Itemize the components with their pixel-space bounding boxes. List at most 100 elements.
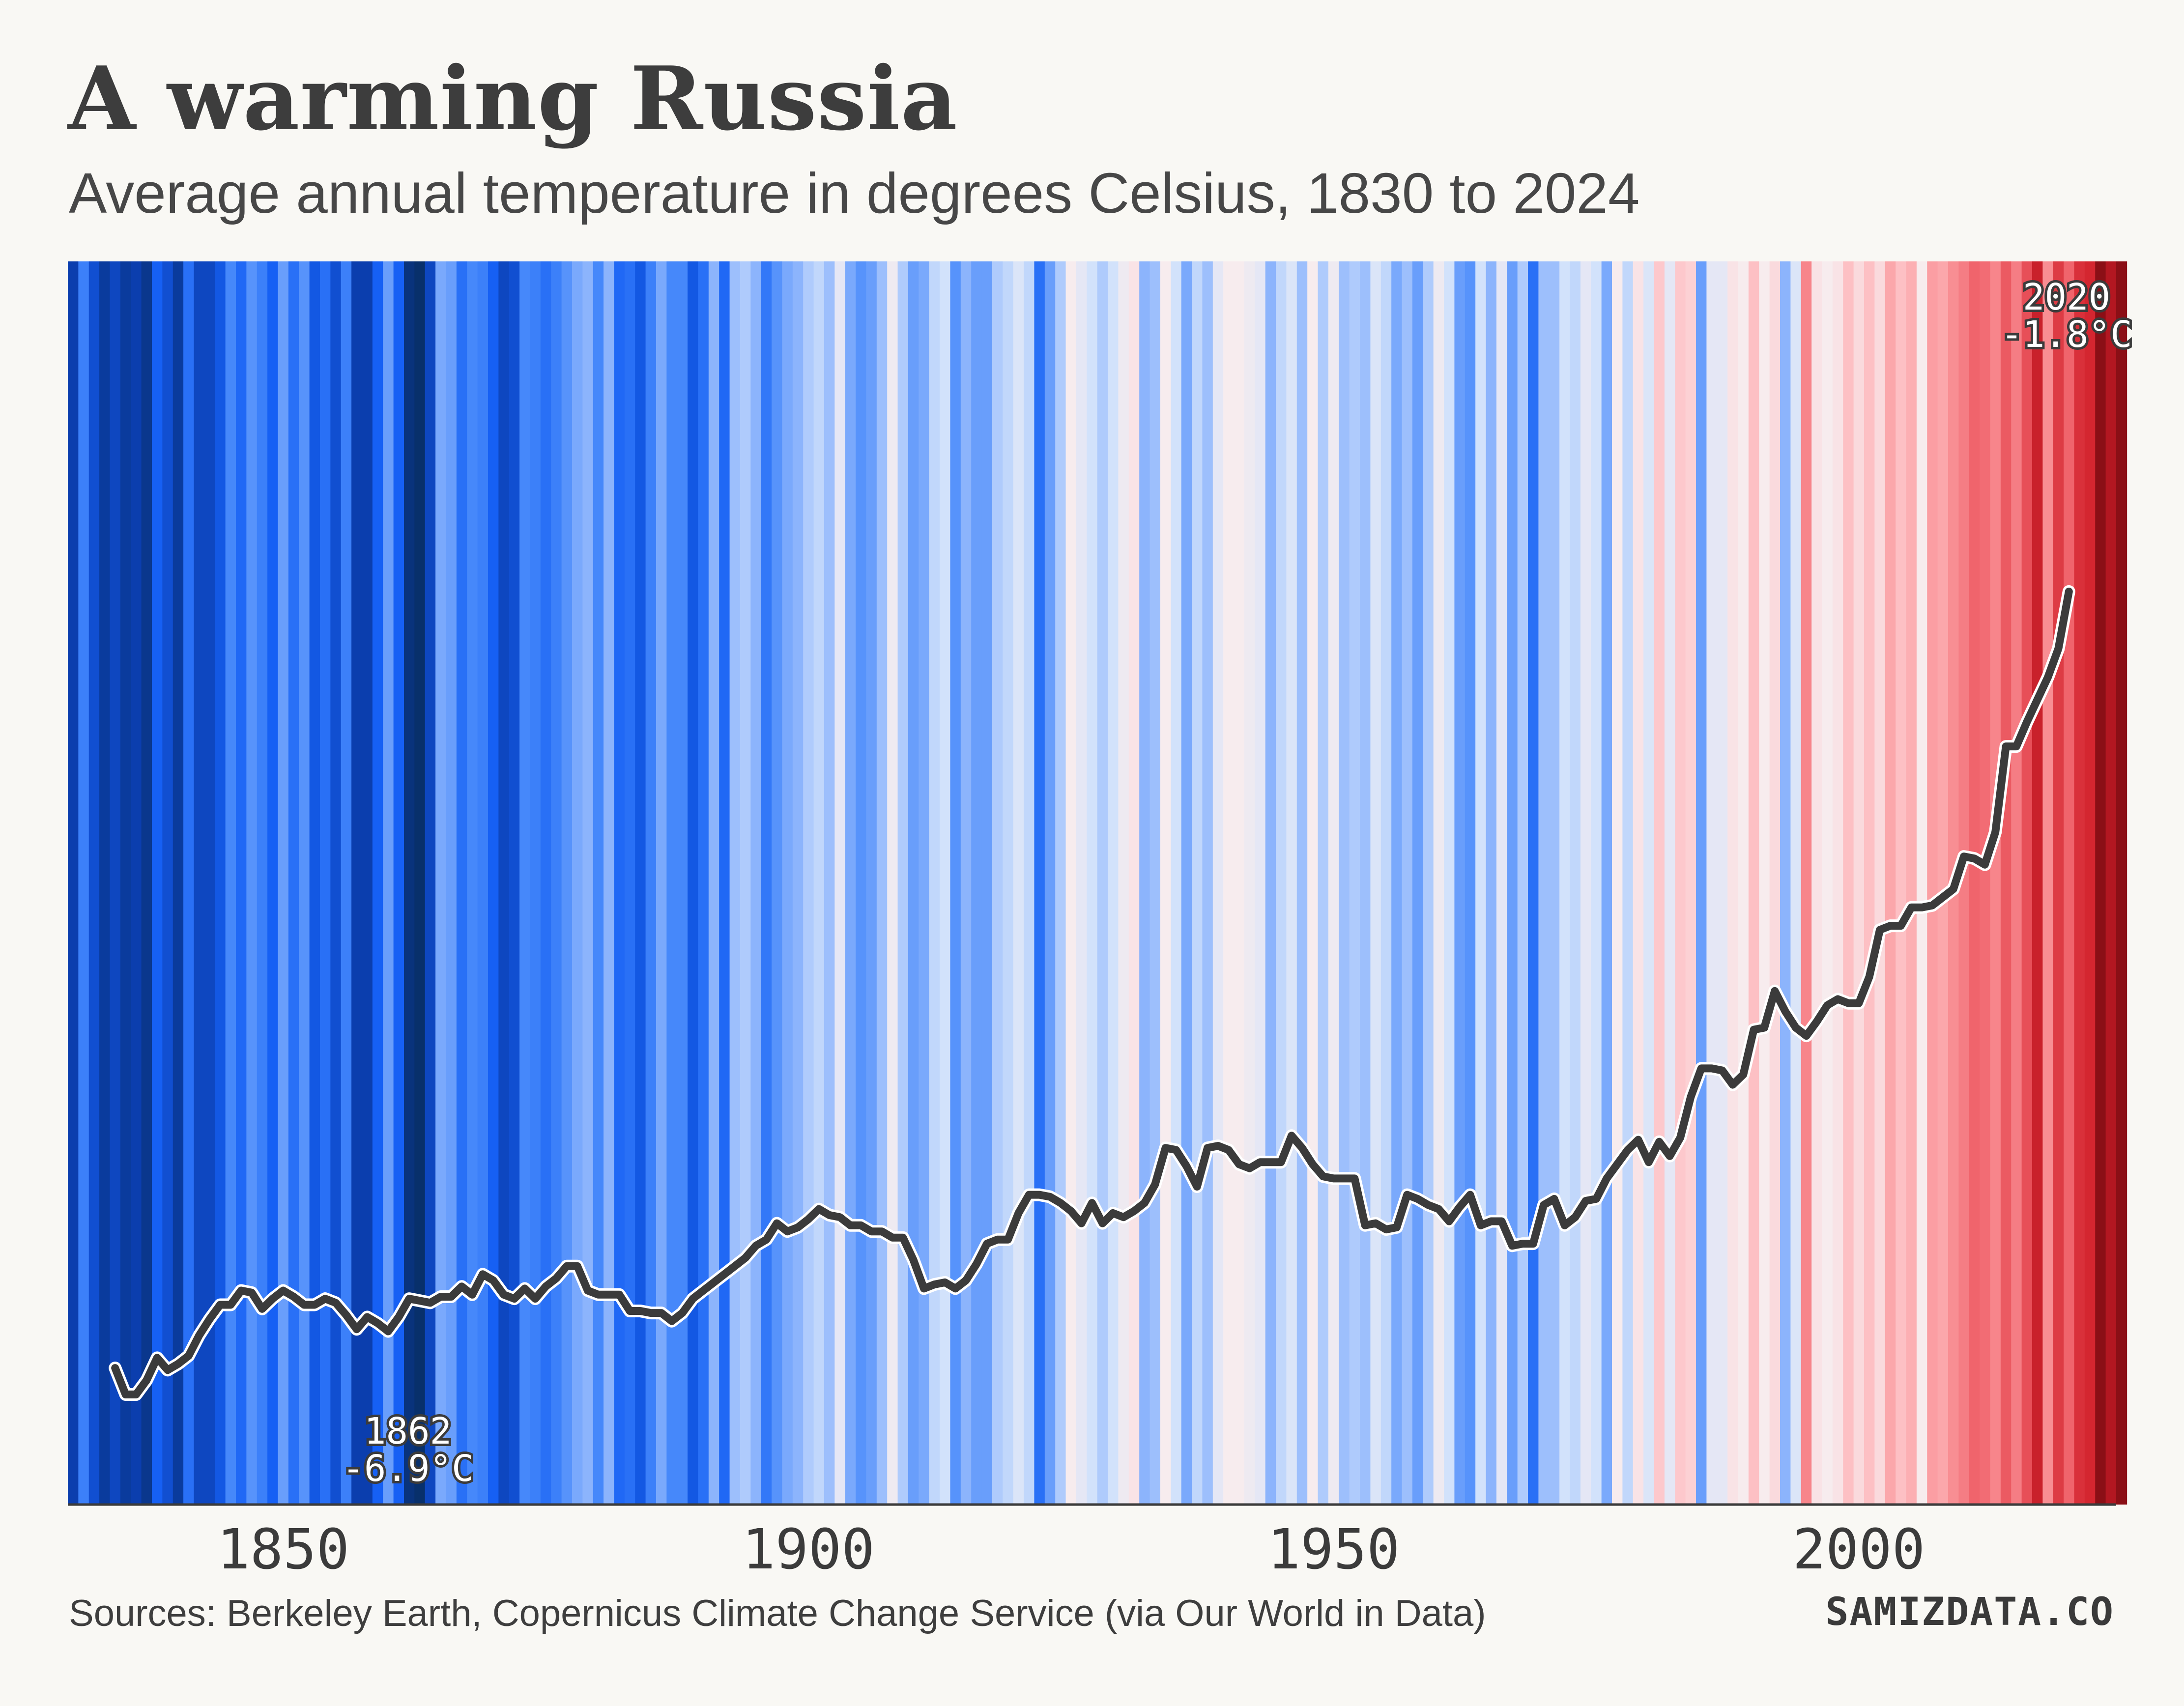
stripe-1958	[1412, 261, 1424, 1505]
stripe-1919	[1003, 261, 1014, 1505]
stripe-1848	[257, 261, 268, 1505]
stripe-1921	[1024, 261, 1035, 1505]
stripe-1931	[1128, 261, 1140, 1505]
stripe-2001	[1864, 261, 1875, 1505]
stripe-1980	[1643, 261, 1655, 1505]
stripe-1940	[1223, 261, 1235, 1505]
stripe-2002	[1874, 261, 1886, 1505]
stripe-1879	[582, 261, 594, 1505]
x-tick-label-2000: 2000	[1792, 1518, 1925, 1582]
stripe-1979	[1633, 261, 1644, 1505]
stripe-1906	[866, 261, 877, 1505]
stripe-1955	[1380, 261, 1392, 1505]
stripe-1954	[1370, 261, 1381, 1505]
series-line	[111, 587, 2073, 1398]
stripe-1982	[1664, 261, 1676, 1505]
stripe-1878	[572, 261, 583, 1505]
stripe-1844	[215, 261, 226, 1505]
stripe-1947	[1296, 261, 1308, 1505]
brand-logo: SAMIZDATA.CO	[1825, 1590, 2114, 1634]
stripe-1972	[1559, 261, 1571, 1505]
stripe-1872	[509, 261, 520, 1505]
stripe-1836	[131, 261, 142, 1505]
stripe-1985	[1696, 261, 1707, 1505]
stripe-2015	[2011, 261, 2022, 1505]
stripe-1898	[782, 261, 793, 1505]
stripe-1835	[120, 261, 132, 1505]
stripe-1912	[929, 261, 940, 1505]
stripe-1914	[950, 261, 961, 1505]
stripe-1831	[78, 261, 89, 1505]
stripe-1852	[299, 261, 310, 1505]
stripe-1865	[435, 261, 447, 1505]
stripe-1976	[1601, 261, 1612, 1505]
stripe-1892	[719, 261, 730, 1505]
warming-stripes	[68, 261, 2127, 1505]
stripe-2006	[1916, 261, 1928, 1505]
annotation-year-1862: 1862	[364, 1410, 452, 1452]
stripe-1984	[1685, 261, 1696, 1505]
stripe-1864	[425, 261, 436, 1505]
stripe-1990	[1748, 261, 1760, 1505]
stripe-1896	[761, 261, 772, 1505]
stripe-2010	[1958, 261, 1970, 1505]
stripe-1887	[666, 261, 678, 1505]
stripe-1962	[1454, 261, 1466, 1505]
stripe-1967	[1507, 261, 1518, 1505]
stripe-1950	[1328, 261, 1340, 1505]
stripe-1933	[1149, 261, 1161, 1505]
stripe-1998	[1832, 261, 1844, 1505]
stripe-1890	[698, 261, 709, 1505]
source-note: Sources: Berkeley Earth, Copernicus Clim…	[69, 1592, 1486, 1634]
stripe-1924	[1055, 261, 1066, 1505]
x-tick-label-1900: 1900	[742, 1518, 875, 1582]
x-axis-ticks: 1850 1900 1950 2000	[217, 1518, 1925, 1582]
stripe-1856	[341, 261, 352, 1505]
stripe-1833	[99, 261, 111, 1505]
stripe-1987	[1717, 261, 1728, 1505]
stripe-1993	[1780, 261, 1791, 1505]
stripe-1926	[1076, 261, 1088, 1505]
stripe-2019	[2053, 261, 2064, 1505]
stripe-1900	[803, 261, 814, 1505]
stripe-2004	[1896, 261, 1907, 1505]
stripe-1882	[614, 261, 625, 1505]
stripe-1927	[1087, 261, 1098, 1505]
stripe-1963	[1465, 261, 1476, 1505]
stripe-1944	[1265, 261, 1276, 1505]
stripe-1945	[1276, 261, 1287, 1505]
stripe-1867	[456, 261, 468, 1505]
stripe-1961	[1444, 261, 1455, 1505]
stripe-1977	[1612, 261, 1623, 1505]
stripe-1837	[141, 261, 152, 1505]
stripe-1929	[1108, 261, 1119, 1505]
stripe-1889	[688, 261, 699, 1505]
stripe-1925	[1065, 261, 1077, 1505]
stripe-1930	[1118, 261, 1129, 1505]
stripe-2018	[2042, 261, 2054, 1505]
stripe-1869	[477, 261, 489, 1505]
stripe-1970	[1538, 261, 1550, 1505]
stripe-1841	[183, 261, 195, 1505]
stripe-1850	[278, 261, 289, 1505]
stripe-1953	[1360, 261, 1371, 1505]
stripe-1974	[1580, 261, 1592, 1505]
stripe-1949	[1318, 261, 1329, 1505]
stripe-1978	[1622, 261, 1634, 1505]
stripe-1997	[1822, 261, 1833, 1505]
stripe-1891	[708, 261, 720, 1505]
stripe-2005	[1906, 261, 1917, 1505]
stripe-1916	[971, 261, 982, 1505]
x-tick-label-1850: 1850	[217, 1518, 349, 1582]
series-layer	[109, 585, 2075, 1401]
stripe-1922	[1034, 261, 1045, 1505]
stripe-1877	[561, 261, 573, 1505]
stripe-1853	[309, 261, 320, 1505]
stripe-1842	[194, 261, 205, 1505]
stripe-1975	[1591, 261, 1602, 1505]
annotation-value-2020: -1.8°C	[2001, 313, 2132, 356]
stripe-1952	[1349, 261, 1360, 1505]
stripe-2016	[2021, 261, 2033, 1505]
stripe-1847	[246, 261, 258, 1505]
